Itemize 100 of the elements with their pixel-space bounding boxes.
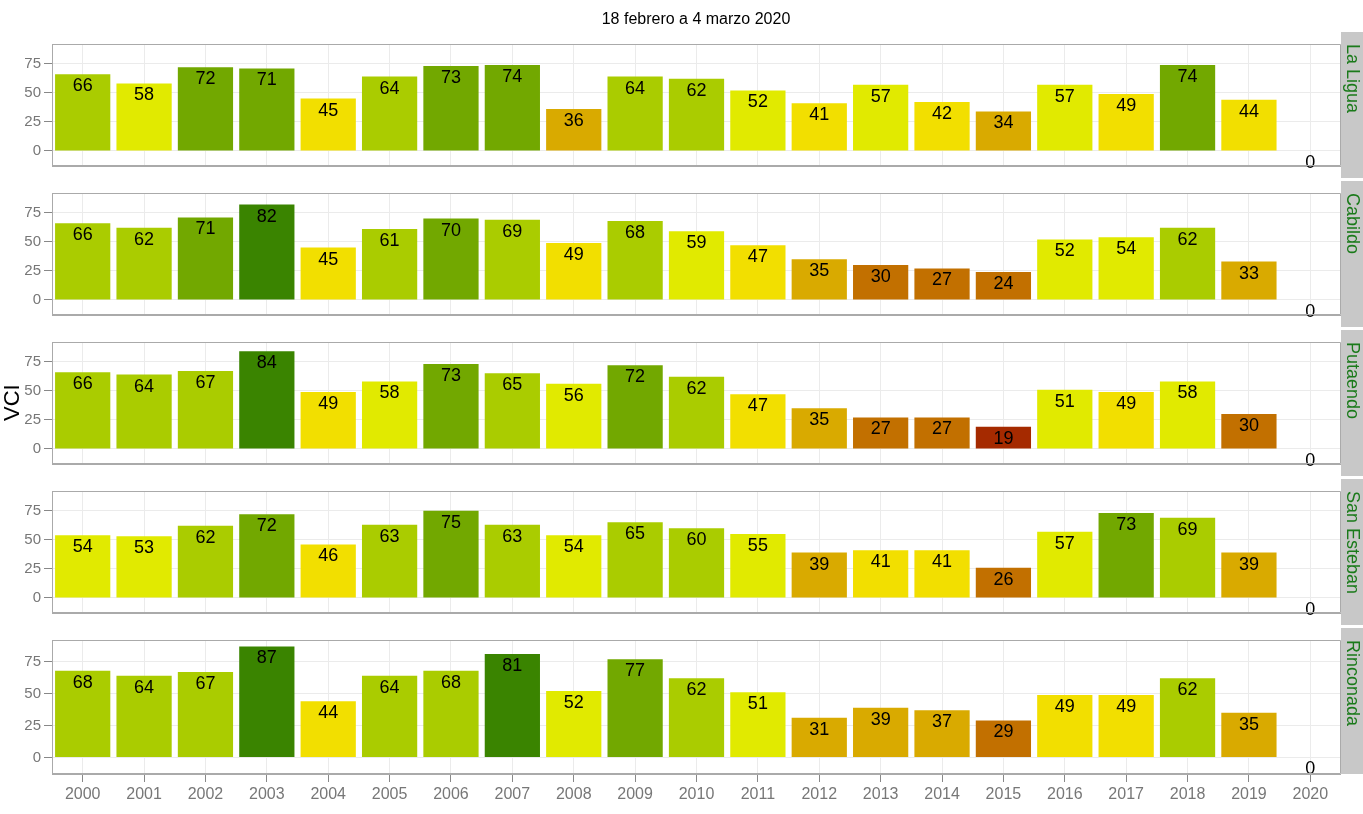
bar (361, 229, 418, 300)
bar (791, 717, 847, 757)
data-label: 45 (318, 248, 339, 269)
bar (730, 394, 786, 449)
data-label: 73 (440, 365, 461, 386)
data-label: 33 (1238, 262, 1259, 283)
data-label: 57 (870, 85, 891, 106)
x-tick-label: 2016 (1046, 785, 1083, 803)
data-label: 35 (809, 260, 830, 281)
bar (668, 231, 725, 300)
data-label: 57 (1054, 85, 1075, 106)
bar (914, 550, 970, 598)
bar (177, 371, 234, 449)
data-label: 59 (686, 232, 707, 253)
data-label: 41 (809, 104, 830, 125)
data-label: 39 (809, 553, 830, 574)
bar (1037, 239, 1093, 300)
data-label: 44 (318, 702, 339, 723)
x-tick-label: 2013 (862, 785, 899, 803)
bar (1098, 93, 1154, 151)
bar (361, 675, 418, 757)
bar (55, 223, 111, 300)
data-label: 49 (318, 392, 339, 413)
data-label: 70 (440, 219, 461, 240)
data-label: 37 (932, 711, 953, 732)
bar (55, 372, 111, 449)
bar (1037, 389, 1093, 449)
bar (791, 408, 847, 449)
data-label: 84 (256, 352, 277, 373)
bar (914, 417, 970, 449)
bar (1221, 261, 1277, 300)
bar (423, 218, 479, 300)
data-label: 68 (625, 221, 646, 242)
bar (546, 383, 602, 449)
bar (1159, 517, 1216, 598)
data-label: 64 (134, 375, 155, 396)
x-tick-label: 2002 (187, 785, 224, 803)
data-label: 27 (870, 418, 891, 439)
data-label: 45 (318, 99, 339, 120)
data-label: 64 (625, 77, 646, 98)
x-tick-label: 2012 (801, 785, 838, 803)
bar (361, 76, 418, 151)
bar (730, 533, 786, 598)
data-label: 51 (1054, 390, 1075, 411)
bar (853, 707, 909, 757)
data-label: 49 (1116, 392, 1137, 413)
data-label: 73 (1116, 514, 1137, 535)
y-tick-label: 75 (24, 202, 41, 220)
data-label: 49 (1116, 94, 1137, 115)
y-tick-label: 50 (24, 380, 41, 398)
bar (791, 259, 847, 300)
data-label: 49 (1054, 695, 1075, 716)
bar (484, 524, 540, 598)
bar (1221, 99, 1277, 151)
data-label: 52 (1054, 240, 1075, 261)
bar (607, 365, 663, 449)
data-label: 30 (1238, 415, 1259, 436)
bar (668, 78, 725, 151)
bar (730, 245, 786, 300)
bar (484, 654, 540, 757)
data-label: 75 (440, 511, 461, 532)
data-label: 54 (1116, 238, 1137, 259)
y-tick-label: 75 (24, 651, 41, 669)
text: San Esteban (1341, 479, 1363, 625)
bar (1098, 237, 1154, 300)
y-tick-label: 50 (24, 529, 41, 547)
bar (546, 242, 602, 300)
data-label: 64 (379, 676, 400, 697)
data-label: 77 (625, 660, 646, 681)
data-label: 74 (1177, 65, 1198, 86)
bar (791, 103, 847, 151)
x-tick-label: 2020 (1292, 785, 1329, 803)
data-label: 67 (195, 672, 216, 693)
data-label: 72 (195, 68, 216, 89)
data-label: 55 (747, 534, 768, 555)
x-tick-label: 2001 (126, 785, 162, 803)
bar (361, 524, 418, 598)
data-label: 42 (932, 103, 953, 124)
data-label: 74 (502, 65, 523, 86)
text: 18 febrero a 4 marzo 2020 (601, 10, 791, 28)
bar (668, 376, 725, 449)
data-label: 62 (1177, 679, 1198, 700)
bar (1098, 694, 1154, 757)
text: Putaendo (1341, 330, 1363, 476)
data-label: 65 (625, 523, 646, 544)
data-label: 30 (870, 266, 891, 287)
bar (484, 219, 540, 300)
bar (239, 204, 295, 300)
x-tick-label: 2011 (740, 785, 776, 803)
data-label: 51 (747, 693, 768, 714)
y-tick-label: 25 (24, 558, 41, 576)
y-tick-label: 75 (24, 53, 41, 71)
data-label: 63 (379, 525, 400, 546)
x-tick-label: 2014 (924, 785, 960, 803)
bar (853, 550, 909, 598)
bar (423, 66, 479, 151)
data-label: 53 (134, 537, 155, 558)
data-label: 58 (1177, 382, 1198, 403)
data-label: 35 (1238, 713, 1259, 734)
bar (607, 220, 663, 300)
